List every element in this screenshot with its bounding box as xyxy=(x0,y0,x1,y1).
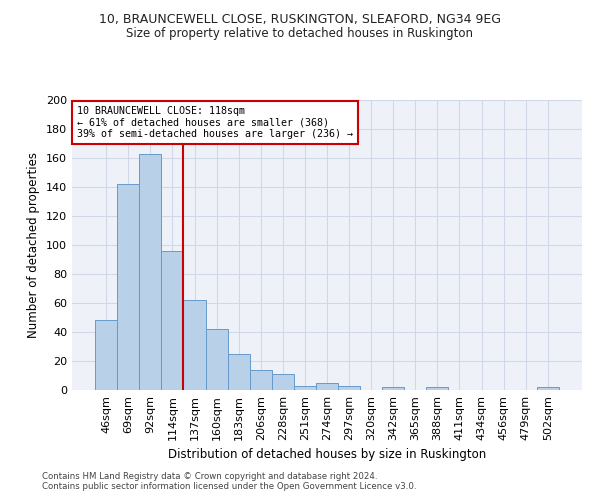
Bar xyxy=(161,251,184,390)
Bar xyxy=(206,329,227,390)
Bar xyxy=(316,383,338,390)
Text: Contains public sector information licensed under the Open Government Licence v3: Contains public sector information licen… xyxy=(42,482,416,491)
Text: Size of property relative to detached houses in Ruskington: Size of property relative to detached ho… xyxy=(127,28,473,40)
Bar xyxy=(338,386,360,390)
X-axis label: Distribution of detached houses by size in Ruskington: Distribution of detached houses by size … xyxy=(168,448,486,462)
Text: Contains HM Land Registry data © Crown copyright and database right 2024.: Contains HM Land Registry data © Crown c… xyxy=(42,472,377,481)
Bar xyxy=(537,387,559,390)
Bar xyxy=(95,320,117,390)
Text: 10 BRAUNCEWELL CLOSE: 118sqm
← 61% of detached houses are smaller (368)
39% of s: 10 BRAUNCEWELL CLOSE: 118sqm ← 61% of de… xyxy=(77,106,353,139)
Bar xyxy=(184,300,206,390)
Bar xyxy=(427,387,448,390)
Bar xyxy=(117,184,139,390)
Y-axis label: Number of detached properties: Number of detached properties xyxy=(28,152,40,338)
Bar xyxy=(382,387,404,390)
Bar xyxy=(294,386,316,390)
Text: 10, BRAUNCEWELL CLOSE, RUSKINGTON, SLEAFORD, NG34 9EG: 10, BRAUNCEWELL CLOSE, RUSKINGTON, SLEAF… xyxy=(99,12,501,26)
Bar xyxy=(272,374,294,390)
Bar xyxy=(139,154,161,390)
Bar xyxy=(250,370,272,390)
Bar xyxy=(227,354,250,390)
